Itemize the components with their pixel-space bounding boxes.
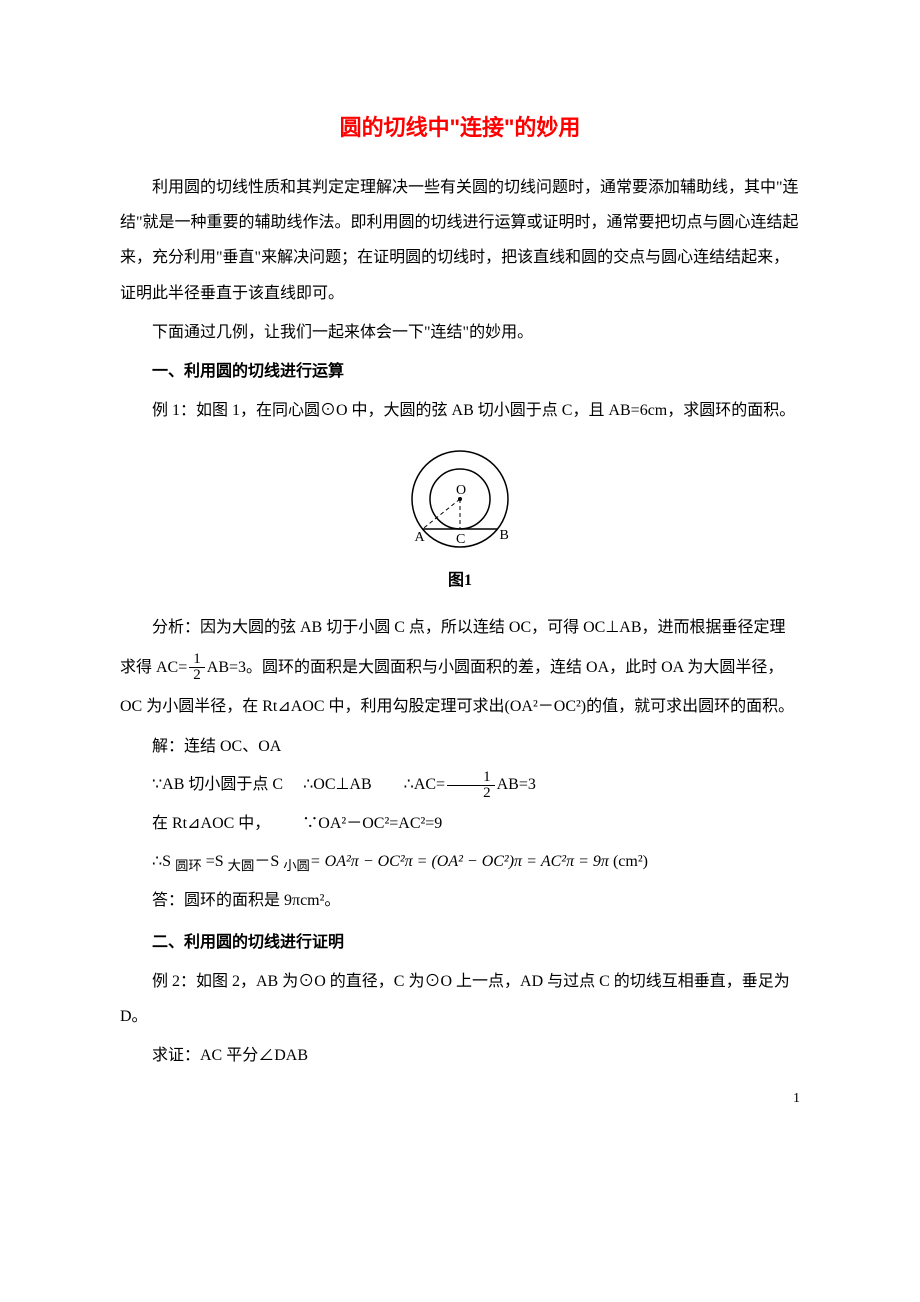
sub-small: 小圆 — [283, 858, 310, 873]
svg-text:B: B — [499, 528, 508, 543]
sub-big: 大圆 — [228, 858, 255, 873]
example-2-prove: 求证：AC 平分∠DAB — [120, 1038, 800, 1073]
intro-paragraph-1: 利用圆的切线性质和其判定定理解决一些有关圆的切线问题时，通常要添加辅助线，其中"… — [120, 170, 800, 311]
analysis-line-3: OC 为小圆半径，在 Rt⊿AOC 中，利用勾股定理可求出(OA²－OC²)的值… — [120, 689, 800, 724]
intro-paragraph-2: 下面通过几例，让我们一起来体会一下"连结"的妙用。 — [120, 315, 800, 350]
area-c: －S — [254, 853, 283, 870]
step-oc-b: AB=3 — [497, 776, 536, 793]
area-b: =S — [202, 853, 228, 870]
area-unit: (cm²) — [609, 853, 648, 870]
analysis-2b: AB=3。圆环的面积是大圆面积与小圆面积的差，连结 OA，此时 OA 为大圆半径… — [207, 659, 784, 676]
svg-text:O: O — [456, 483, 466, 498]
area-a: ∴S — [152, 853, 175, 870]
step-oc-a: ∵AB 切小圆于点 C ∴OC⊥AB ∴AC= — [152, 776, 445, 793]
example-1-text: 例 1：如图 1，在同心圆⊙O 中，大圆的弦 AB 切小圆于点 C，且 AB=6… — [120, 393, 800, 428]
solution-intro: 解：连结 OC、OA — [120, 728, 800, 766]
section-2-heading: 二、利用圆的切线进行证明 — [120, 925, 800, 960]
figure-1-caption: 图1 — [120, 566, 800, 590]
figure-1: O A B C 图1 — [120, 444, 800, 590]
svg-text:C: C — [456, 532, 465, 547]
sub-ring: 圆环 — [175, 858, 202, 873]
example-2-text: 例 2：如图 2，AB 为⊙O 的直径，C 为⊙O 上一点，AD 与过点 C 的… — [120, 964, 800, 1034]
concentric-circles-icon: O A B C — [385, 444, 535, 564]
analysis-line-2: 求得 AC=12AB=3。圆环的面积是大圆面积与小圆面积的差，连结 OA，此时 … — [120, 650, 800, 685]
solution-step-3: ∴S 圆环 =S 大圆－S 小圆= OA²π − OC²π = (OA² − O… — [120, 843, 800, 882]
section-1-heading: 一、利用圆的切线进行运算 — [120, 354, 800, 389]
area-formula: = OA²π − OC²π = (OA² − OC²)π = AC²π = 9π — [310, 853, 609, 870]
analysis-2a: 求得 AC= — [120, 659, 187, 676]
fraction-half: 12 — [189, 652, 205, 683]
page-container: 圆的切线中"连接"的妙用 利用圆的切线性质和其判定定理解决一些有关圆的切线问题时… — [0, 0, 920, 1137]
solution-step-2: 在 Rt⊿AOC 中， ∵OA²－OC²=AC²=9 — [120, 805, 800, 843]
svg-text:A: A — [415, 530, 426, 545]
fraction-half-2: 12 — [447, 770, 495, 801]
document-title: 圆的切线中"连接"的妙用 — [120, 110, 800, 142]
page-number: 1 — [793, 1091, 800, 1107]
solution-step-1: ∵AB 切小圆于点 C ∴OC⊥AB ∴AC=12AB=3 — [120, 766, 800, 804]
solution-answer: 答：圆环的面积是 9πcm²。 — [120, 882, 800, 920]
analysis-line-1: 分析：因为大圆的弦 AB 切于小圆 C 点，所以连结 OC，可得 OC⊥AB，进… — [120, 610, 800, 645]
